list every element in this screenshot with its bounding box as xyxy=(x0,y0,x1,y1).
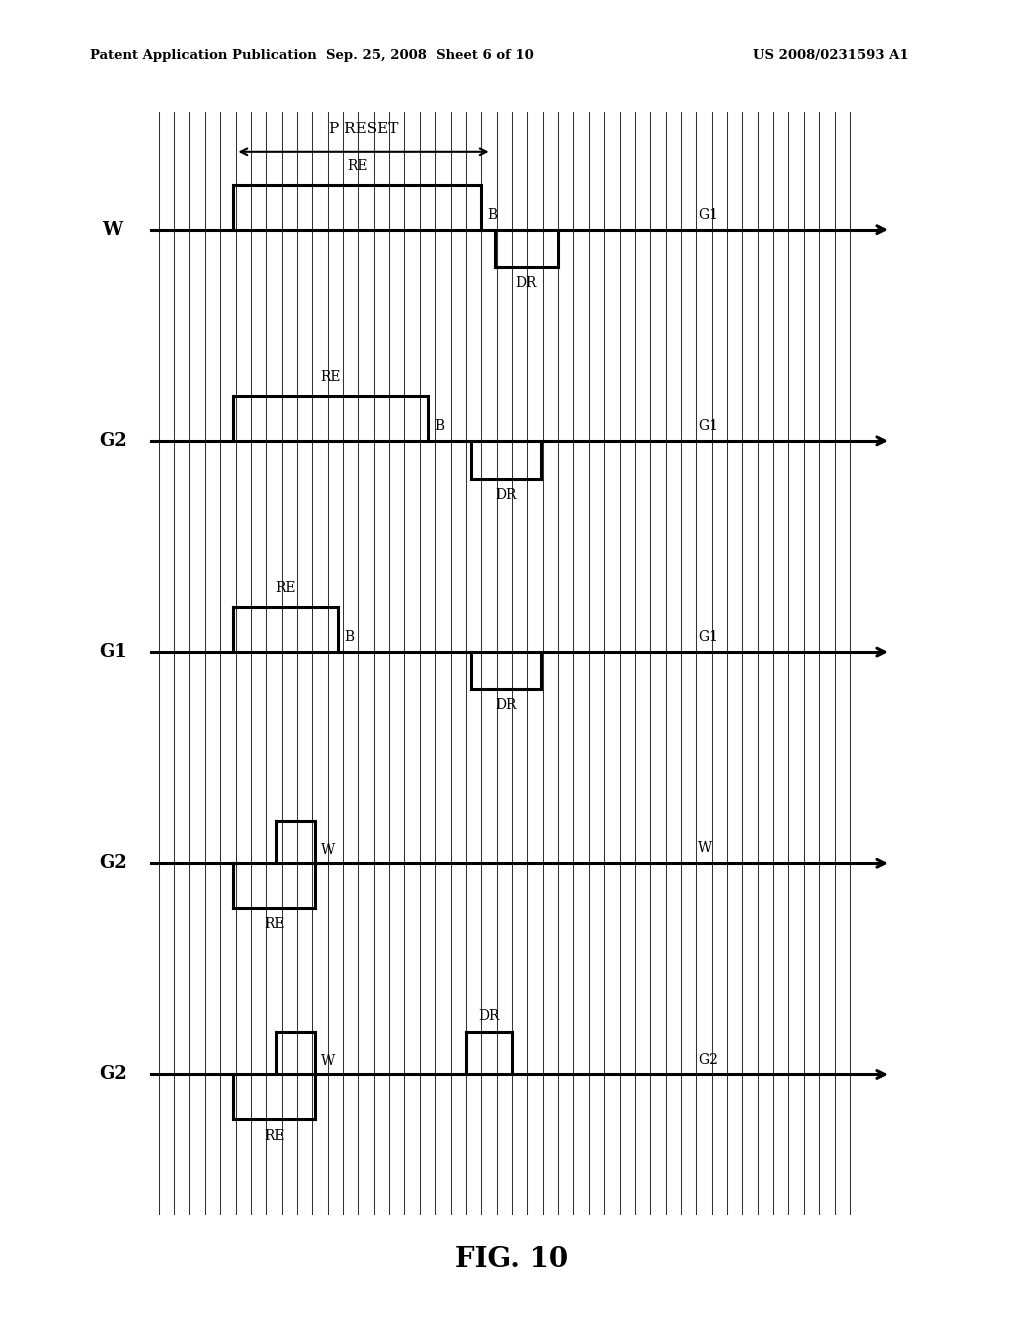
Text: FIG. 10: FIG. 10 xyxy=(456,1246,568,1272)
Text: G1: G1 xyxy=(698,630,719,644)
Text: US 2008/0231593 A1: US 2008/0231593 A1 xyxy=(753,49,908,62)
Text: DR: DR xyxy=(496,698,516,713)
Text: W: W xyxy=(321,842,335,857)
Text: DR: DR xyxy=(478,1008,500,1023)
Text: DR: DR xyxy=(516,276,537,290)
Text: G2: G2 xyxy=(98,432,127,450)
Text: G1: G1 xyxy=(98,643,127,661)
Text: RE: RE xyxy=(347,158,368,173)
Text: G2: G2 xyxy=(98,1065,127,1084)
Text: RE: RE xyxy=(275,581,296,595)
Text: B: B xyxy=(434,418,444,433)
Text: G2: G2 xyxy=(98,854,127,873)
Text: G1: G1 xyxy=(698,207,719,222)
Text: G1: G1 xyxy=(698,418,719,433)
Text: G2: G2 xyxy=(698,1052,718,1067)
Text: B: B xyxy=(344,630,354,644)
Text: B: B xyxy=(487,207,498,222)
Text: RE: RE xyxy=(264,917,285,932)
Text: RE: RE xyxy=(264,1129,285,1143)
Text: Sep. 25, 2008  Sheet 6 of 10: Sep. 25, 2008 Sheet 6 of 10 xyxy=(327,49,534,62)
Text: DR: DR xyxy=(496,488,516,503)
Text: W: W xyxy=(698,841,713,855)
Text: W: W xyxy=(321,1053,335,1068)
Text: P RESET: P RESET xyxy=(329,121,398,136)
Text: W: W xyxy=(102,220,123,239)
Text: RE: RE xyxy=(321,370,341,384)
Text: Patent Application Publication: Patent Application Publication xyxy=(90,49,316,62)
